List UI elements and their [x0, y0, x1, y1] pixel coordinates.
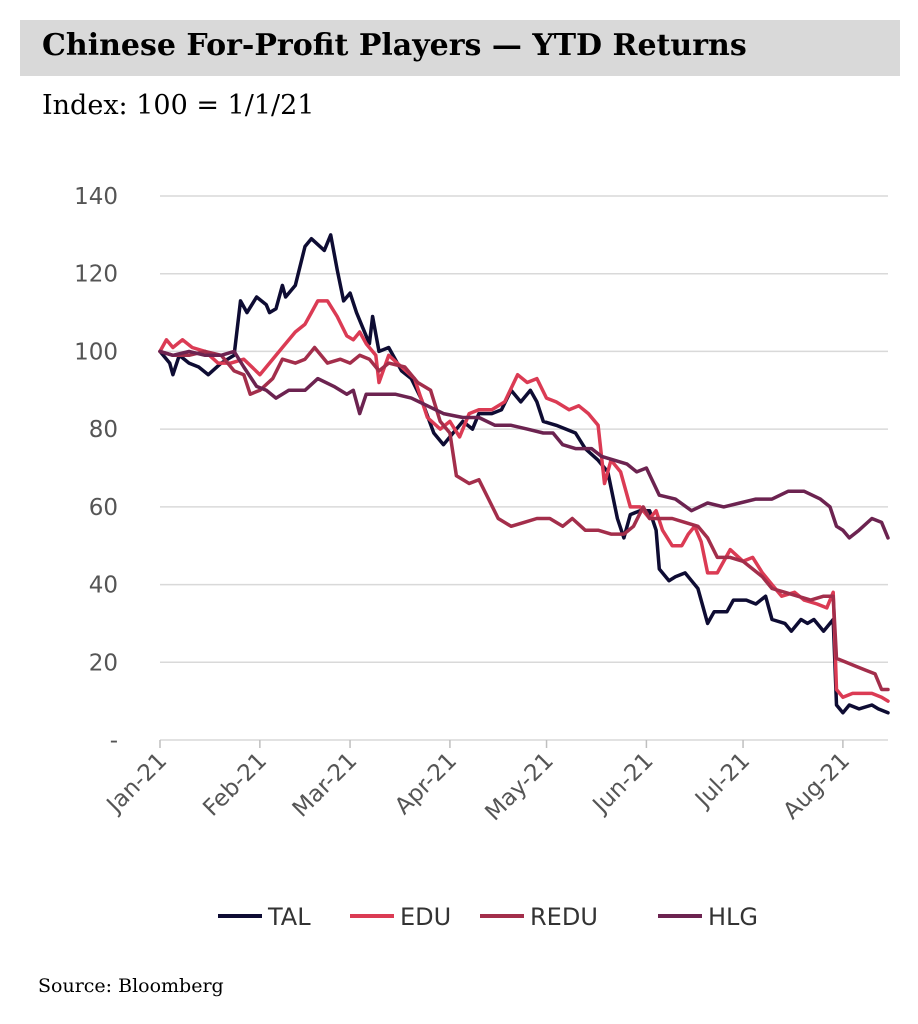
- x-tick-label: Jan-21: [101, 748, 172, 819]
- series-line-edu: [158, 299, 890, 703]
- legend: TAL EDU REDU HLG: [218, 903, 758, 931]
- line-chart: - 20 40 60 80 100 120 140 Jan-21 Feb-21 Mar-21 Apr…: [74, 184, 890, 931]
- title-bar: Chinese For-Profit Players — YTD Returns: [20, 20, 900, 76]
- y-tick-label: 80: [89, 417, 118, 443]
- legend-label-tal: TAL: [267, 903, 311, 931]
- legend-label-edu: EDU: [400, 903, 451, 931]
- page-title: Chinese For-Profit Players — YTD Returns: [42, 28, 747, 63]
- series-line-redu: [158, 345, 890, 692]
- y-tick-label: 20: [89, 650, 118, 676]
- x-tick-label: May-21: [481, 748, 559, 826]
- y-tick-label: 100: [74, 339, 118, 365]
- series-line-tal: [158, 233, 890, 715]
- y-axis: - 20 40 60 80 100 120 140: [74, 184, 118, 754]
- series-lines: [158, 233, 890, 715]
- x-axis-labels: Jan-21 Feb-21 Mar-21 Apr-21 May-21 Jun-21 Jul-…: [101, 748, 855, 826]
- y-tick-label: 120: [74, 262, 118, 288]
- x-tick-label: Apr-21: [390, 748, 462, 820]
- x-tick-label: Jul-21: [689, 748, 755, 814]
- legend-label-hlg: HLG: [708, 903, 758, 931]
- y-tick-label: 140: [74, 184, 118, 210]
- x-tick-label: Jun-21: [587, 748, 659, 820]
- y-tick-label: 40: [89, 573, 118, 599]
- y-tick-label: 60: [89, 495, 118, 521]
- series-line-hlg: [158, 349, 890, 540]
- y-tick-label: -: [110, 728, 118, 754]
- chart-subtitle: Index: 100 = 1/1/21: [42, 90, 315, 121]
- x-tick-label: Aug-21: [778, 748, 855, 825]
- x-axis: [159, 739, 888, 748]
- x-tick-label: Mar-21: [288, 748, 363, 823]
- source-note: Source: Bloomberg: [38, 975, 224, 997]
- legend-label-redu: REDU: [530, 903, 598, 931]
- x-tick-label: Feb-21: [198, 748, 272, 822]
